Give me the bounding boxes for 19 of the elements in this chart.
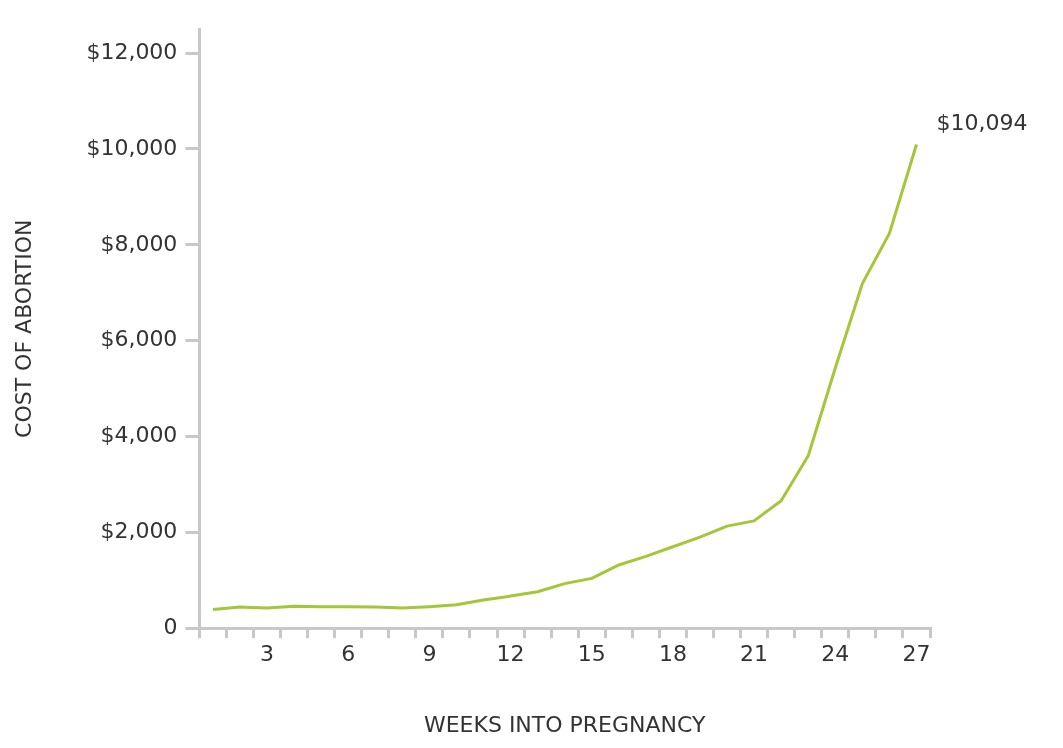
y-tick-label: 0 <box>163 613 178 639</box>
x-tick-label: 9 <box>422 641 437 667</box>
x-tick-label: 3 <box>260 641 275 667</box>
x-tick-label: 12 <box>496 641 525 667</box>
y-tick-label: $6,000 <box>100 326 178 352</box>
x-tick-label: 6 <box>341 641 356 667</box>
x-tick-label: 21 <box>740 641 769 667</box>
y-tick-label: $12,000 <box>86 38 178 64</box>
x-tick-label: 27 <box>902 641 931 667</box>
y-tick-label: $2,000 <box>100 518 178 544</box>
y-tick-label: $10,000 <box>86 134 178 160</box>
x-tick-label: 15 <box>577 641 606 667</box>
y-tick-label: $8,000 <box>100 230 178 256</box>
x-tick-label: 24 <box>821 641 850 667</box>
annotation: $10,094 <box>936 110 1028 136</box>
x-axis-title: WEEKS INTO PREGNANCY <box>423 711 706 737</box>
x-tick-label: 18 <box>658 641 687 667</box>
y-axis-title: COST OF ABORTION <box>10 219 36 438</box>
y-tick-label: $4,000 <box>100 422 178 448</box>
